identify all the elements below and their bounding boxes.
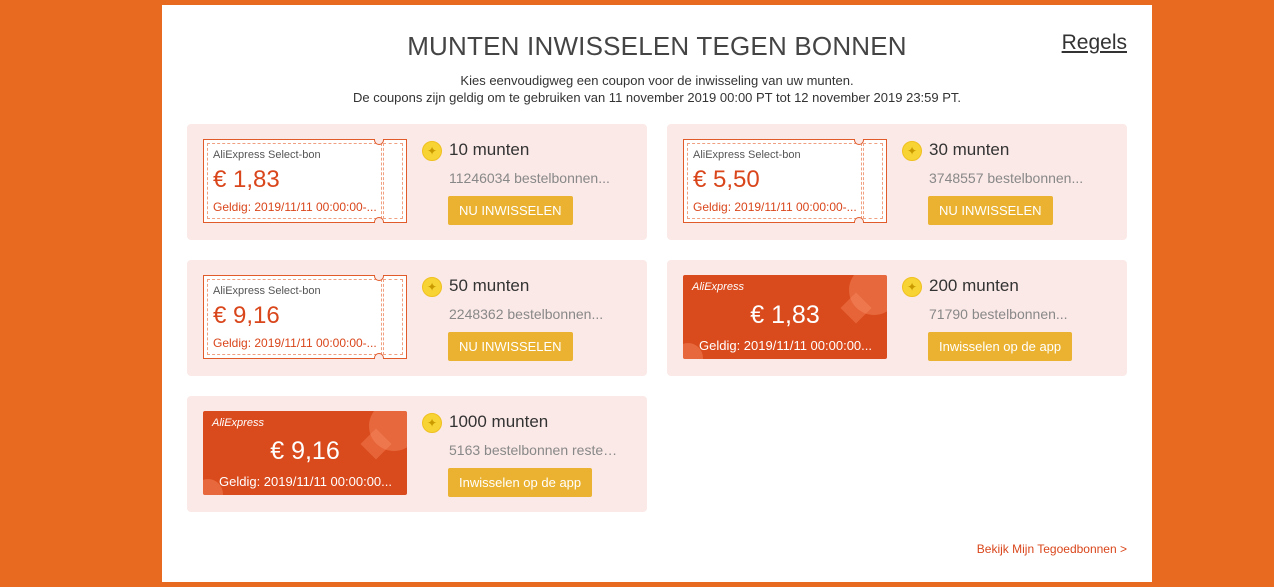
coin-cost: 10 munten	[449, 140, 530, 159]
coupon-validity: Geldig: 2019/11/11 00:00:00-...	[213, 336, 377, 350]
main-panel: MUNTEN INWISSELEN TEGEN BONNEN Regels Ki…	[162, 5, 1152, 582]
coupon-amount: € 1,83	[213, 166, 280, 193]
coin-icon: ✦	[902, 277, 922, 297]
coin-icon: ✦	[422, 413, 442, 433]
coupon-amount: € 1,83	[750, 301, 820, 329]
coupon-brand: AliExpress	[692, 281, 744, 293]
coupon-validity: Geldig: 2019/11/11 00:00:00...	[699, 338, 872, 353]
subtitle-line-1: Kies eenvoudigweg een coupon voor de inw…	[460, 73, 854, 88]
remaining-count: 11246034 bestelbonnen...	[449, 170, 610, 186]
redeem-button[interactable]: NU INWISSELEN	[928, 196, 1053, 225]
remaining-count: 71790 bestelbonnen...	[929, 306, 1068, 322]
coin-cost: 1000 munten	[449, 412, 549, 431]
coupon-card: AliExpress Select-bon € 1,83 Geldig: 201…	[187, 124, 647, 240]
coupon-ticket: AliExpress Select-bon € 9,16 Geldig: 201…	[203, 275, 407, 359]
coupon-validity: Geldig: 2019/11/11 00:00:00-...	[213, 200, 377, 214]
redeem-in-app-button[interactable]: Inwisselen op de app	[448, 468, 593, 497]
my-vouchers-link[interactable]: Bekijk Mijn Tegoedbonnen >	[976, 542, 1127, 556]
coin-icon: ✦	[422, 277, 442, 297]
coin-icon: ✦	[422, 141, 442, 161]
page-subtitle: Kies eenvoudigweg een coupon voor de inw…	[162, 72, 1152, 106]
coupon-amount: € 5,50	[693, 166, 760, 193]
coin-cost: 30 munten	[929, 140, 1010, 159]
coupon-brand: AliExpress	[212, 417, 264, 429]
coin-cost: 200 munten	[929, 276, 1019, 295]
coupon-card: AliExpress Select-bon € 9,16 Geldig: 201…	[187, 260, 647, 376]
redeem-button[interactable]: NU INWISSELEN	[448, 196, 573, 225]
remaining-count: 3748557 bestelbonnen...	[929, 170, 1084, 186]
coin-icon: ✦	[902, 141, 922, 161]
coupon-ticket: AliExpress € 9,16 Geldig: 2019/11/11 00:…	[203, 411, 407, 495]
coupon-card: AliExpress Select-bon € 5,50 Geldig: 201…	[667, 124, 1127, 240]
coupon-card: AliExpress € 9,16 Geldig: 2019/11/11 00:…	[187, 396, 647, 512]
page-title: MUNTEN INWISSELEN TEGEN BONNEN	[407, 31, 907, 61]
coupon-card: AliExpress € 1,83 Geldig: 2019/11/11 00:…	[667, 260, 1127, 376]
coupon-ticket: AliExpress Select-bon € 1,83 Geldig: 201…	[203, 139, 407, 223]
coupon-ticket: AliExpress Select-bon € 5,50 Geldig: 201…	[683, 139, 887, 223]
redeem-button[interactable]: NU INWISSELEN	[448, 332, 573, 361]
redeem-in-app-button[interactable]: Inwisselen op de app	[928, 332, 1073, 361]
coin-cost: 50 munten	[449, 276, 530, 295]
coupon-brand: AliExpress Select-bon	[213, 149, 321, 161]
coupon-validity: Geldig: 2019/11/11 00:00:00-...	[693, 200, 857, 214]
remaining-count: 5163 bestelbonnen resterend	[449, 442, 619, 458]
rules-link[interactable]: Regels	[1061, 31, 1127, 54]
coupon-amount: € 9,16	[270, 437, 340, 465]
coupon-validity: Geldig: 2019/11/11 00:00:00...	[219, 474, 392, 489]
coupon-ticket: AliExpress € 1,83 Geldig: 2019/11/11 00:…	[683, 275, 887, 359]
coupon-brand: AliExpress Select-bon	[693, 149, 801, 161]
coupon-amount: € 9,16	[213, 302, 280, 329]
coupon-brand: AliExpress Select-bon	[213, 285, 321, 297]
subtitle-line-2: De coupons zijn geldig om te gebruiken v…	[352, 90, 962, 105]
remaining-count: 2248362 bestelbonnen...	[449, 306, 604, 322]
